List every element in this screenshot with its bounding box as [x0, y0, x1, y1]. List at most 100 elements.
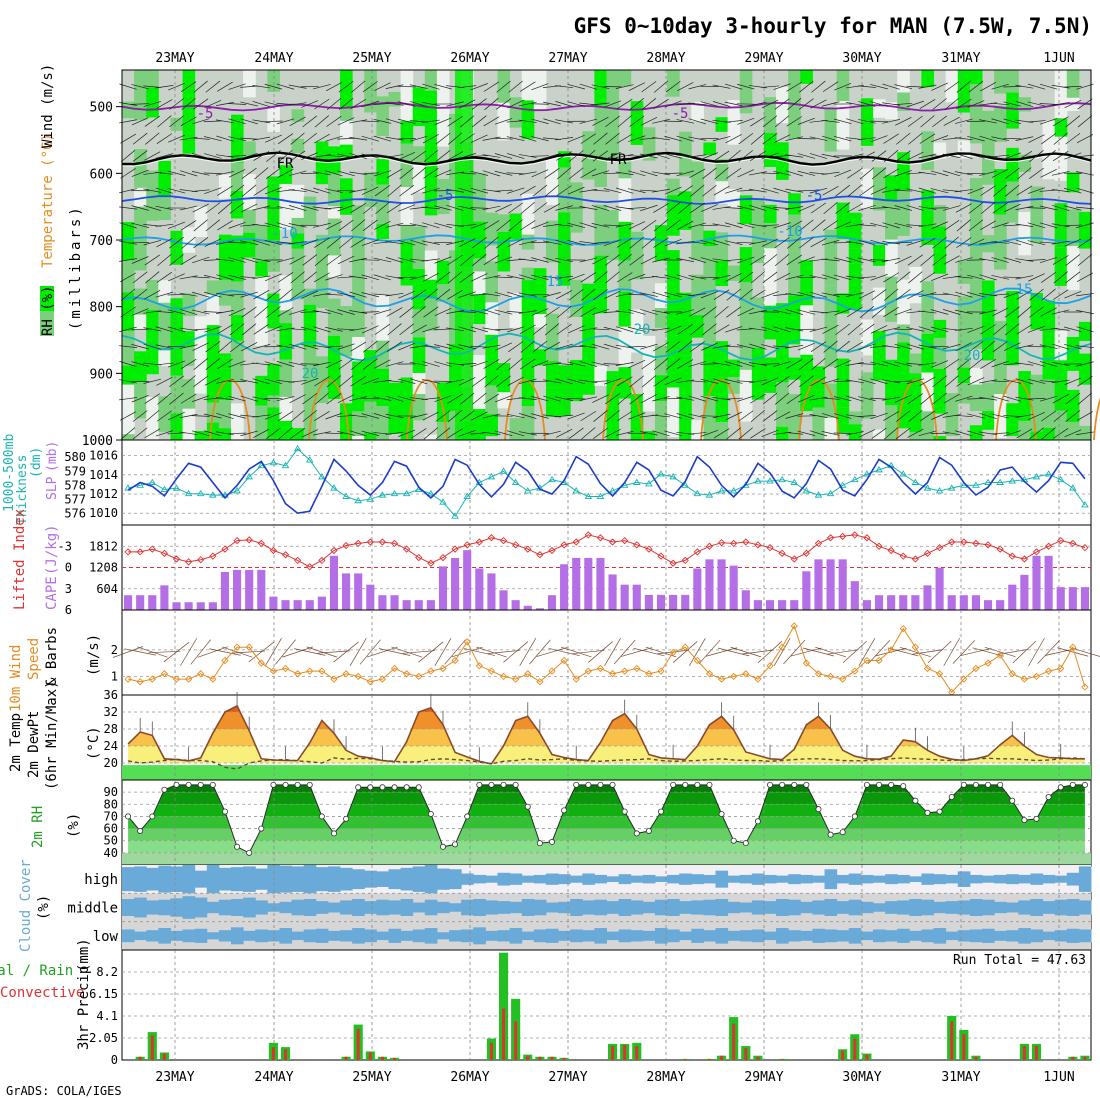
wind-barb [373, 413, 392, 419]
rh-cell [969, 384, 983, 411]
wind-barb [737, 117, 755, 125]
cape-bar [705, 559, 714, 610]
wind-barb [205, 358, 221, 370]
wind-barbs [119, 80, 1094, 440]
wind-barb [603, 378, 622, 385]
surface-wind-barb [842, 640, 867, 664]
slp-frame [121, 439, 1092, 526]
wind-barb [278, 288, 293, 301]
thickness-point [245, 473, 253, 480]
wind-barb [289, 150, 306, 162]
wind-barb [750, 116, 766, 127]
li-point [633, 541, 641, 549]
wind-speed-point [1044, 667, 1053, 675]
wind-barb [253, 151, 270, 161]
wind-barb [168, 82, 185, 91]
rh-cell [194, 206, 208, 238]
wind-barb [242, 323, 257, 336]
wind-barb [605, 115, 620, 128]
precip-conv-bar [744, 1048, 748, 1060]
rh-cell [497, 363, 511, 393]
rh-cell [509, 418, 523, 440]
thickness-point [972, 481, 980, 488]
wind-barb [859, 167, 875, 180]
wind-barb [434, 205, 452, 211]
rh-cell [981, 382, 995, 412]
wind-barb [555, 343, 573, 350]
wind-barb [857, 415, 876, 417]
wind-barb [180, 255, 197, 265]
cloud-bar [994, 874, 1007, 884]
cloud-bar [473, 899, 486, 916]
wind-barb [120, 168, 136, 179]
cloud-bar [594, 899, 607, 916]
wind-barb [688, 136, 707, 141]
cape-bar [535, 608, 544, 610]
cloud-bar [327, 930, 341, 941]
wind-barb [797, 291, 816, 298]
wind-barb [518, 258, 537, 262]
wind-barb [799, 358, 814, 370]
rh-cell [703, 142, 717, 155]
rh-cell [860, 372, 874, 419]
wind-barb [567, 134, 585, 143]
cloud-bar [497, 872, 511, 886]
cloud-bar [715, 870, 729, 888]
wind-barb [579, 188, 598, 193]
wind-barb [264, 187, 282, 195]
rh-cell [134, 236, 147, 271]
wind-barb [240, 395, 258, 402]
wind-barb [531, 257, 549, 263]
rh-cell [122, 222, 135, 261]
wind-barb [289, 116, 306, 127]
rh-cell [897, 152, 910, 191]
wind-barb [494, 430, 513, 437]
cloud-bar [897, 874, 910, 884]
wind-barb [918, 326, 937, 333]
precip-frame [121, 949, 1092, 1061]
wind-barb [314, 392, 329, 405]
cloud-bar [667, 874, 680, 884]
wind-barb [435, 150, 451, 162]
wind-barb [555, 224, 574, 227]
wind-barb [821, 171, 840, 175]
wind-barb [518, 292, 537, 297]
wind-barb [337, 170, 355, 177]
wind-barb [918, 292, 937, 298]
rh-cell [473, 355, 486, 378]
rh-cell [739, 195, 753, 224]
wind-barb [748, 362, 767, 366]
wind-barb [1003, 291, 1021, 298]
rh2m-point [367, 784, 374, 791]
rh2m-point [355, 784, 362, 791]
cloud-bar [582, 900, 595, 915]
wind-barb [240, 257, 258, 263]
wind-barb [955, 153, 973, 159]
wind-speed-point [778, 643, 786, 651]
wind-barb [846, 203, 863, 213]
wind-barb [786, 220, 803, 231]
cloud-bar [691, 900, 704, 915]
wind-barb [907, 290, 924, 300]
wind-barb [398, 152, 416, 160]
date-label-bottom: 27MAY [548, 1070, 587, 1085]
precip-unit: (mm) [76, 938, 92, 972]
cloud-bar [618, 874, 632, 885]
wind-barb [640, 343, 658, 350]
wind-barb [762, 115, 778, 128]
wind-barb [846, 257, 864, 263]
rh2m-point [609, 781, 616, 788]
wind-barb [374, 323, 390, 335]
wind-barb [264, 412, 282, 420]
li-point [136, 548, 144, 556]
wind-barb [433, 380, 452, 382]
rh-cell [957, 259, 971, 284]
rh-cell [400, 121, 414, 144]
cloud-bar [146, 930, 159, 942]
rh-cell [182, 346, 196, 366]
wind-barb [724, 258, 743, 262]
cloud-bar [1066, 899, 1080, 916]
rh-cell [679, 311, 692, 356]
wind-speed-point [306, 667, 314, 675]
cloud-bar [800, 930, 813, 941]
